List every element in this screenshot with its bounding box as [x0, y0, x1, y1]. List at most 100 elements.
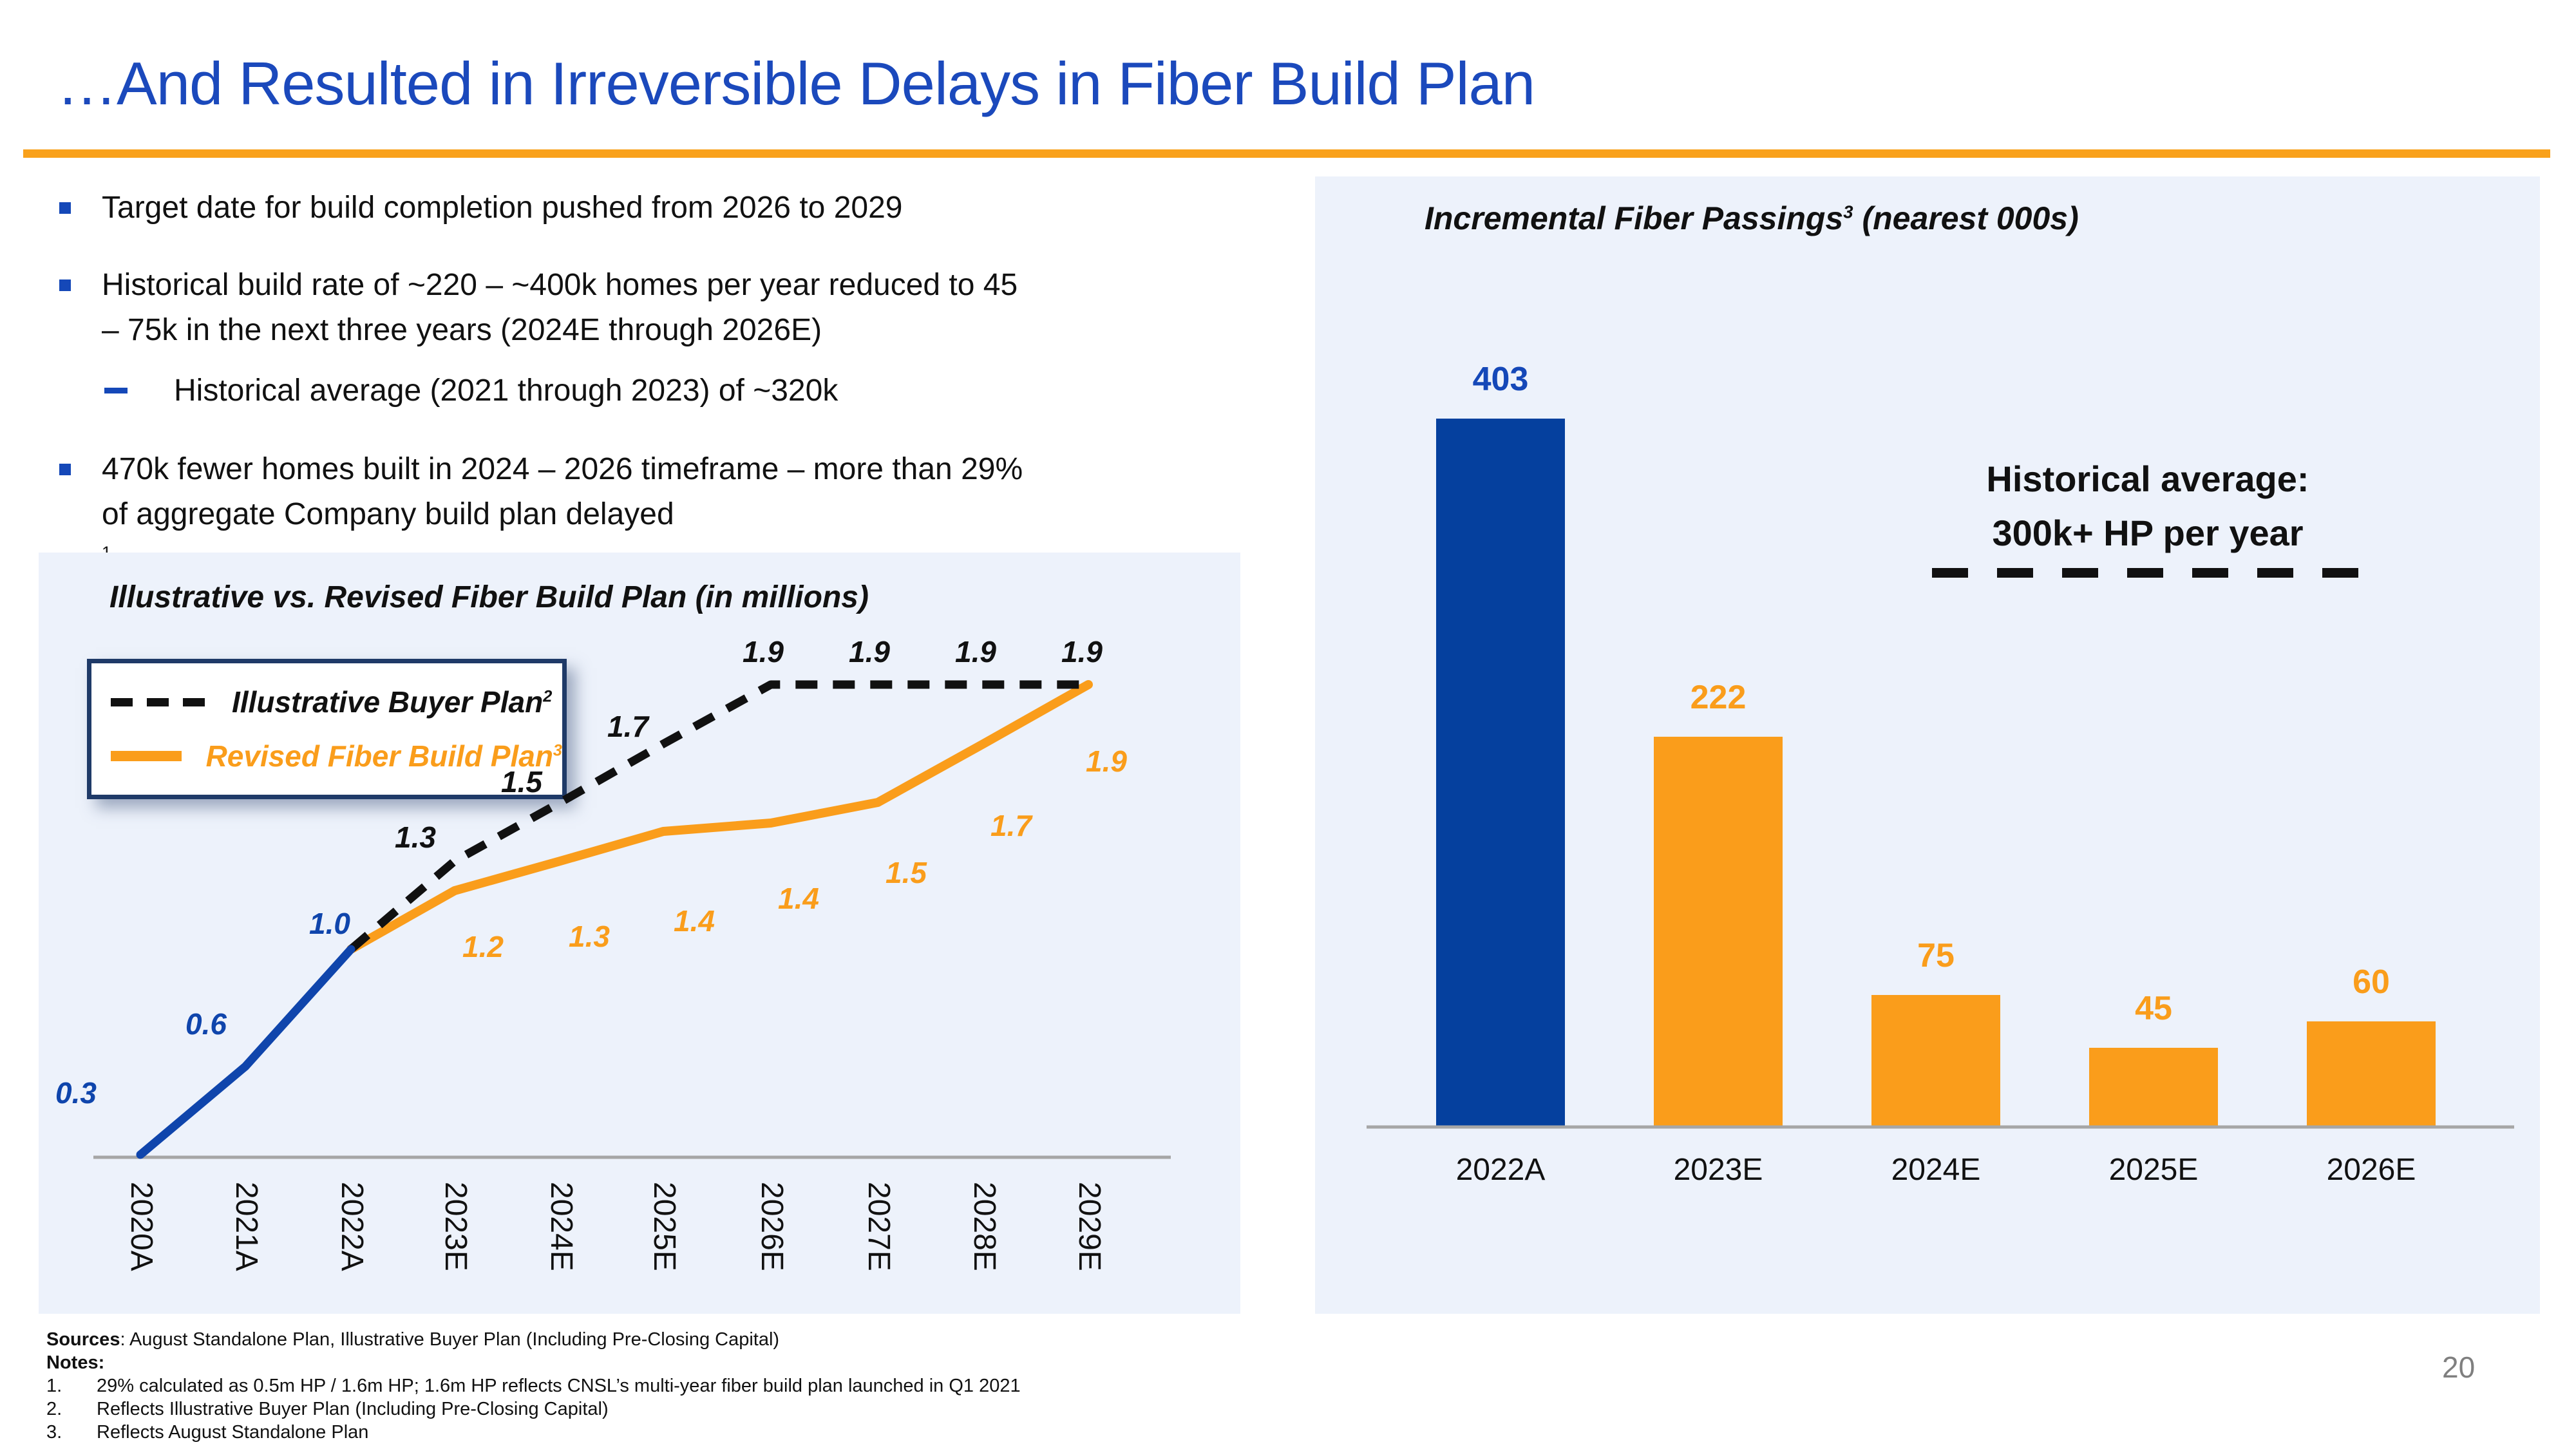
- bullet-line: of aggregate Company build plan delayed1: [102, 492, 1023, 582]
- x-tick-label: 2029E: [1072, 1182, 1106, 1271]
- x-tick-label: 2022A: [1456, 1153, 1546, 1187]
- dash-marker-icon: [104, 388, 128, 393]
- x-tick-label: 2025E: [2109, 1153, 2199, 1187]
- title-accent-rule: [23, 149, 2550, 158]
- bar-chart-panel: Incremental Fiber Passings3 (nearest 000…: [1315, 176, 2540, 1314]
- x-tick-label: 2024E: [544, 1182, 578, 1271]
- line-chart-title: Illustrative vs. Revised Fiber Build Pla…: [109, 580, 869, 614]
- x-tick-label: 2022A: [335, 1182, 369, 1271]
- bar-2022A: [1436, 419, 1565, 1127]
- sources-label: Sources: [46, 1329, 120, 1350]
- bar-2023E: [1654, 737, 1783, 1127]
- line-chart-panel: Illustrative vs. Revised Fiber Build Pla…: [39, 553, 1240, 1314]
- legend-label-text: Illustrative Buyer Plan: [232, 685, 544, 719]
- bullet-line: Target date for build completion pushed …: [102, 191, 903, 225]
- footnote-ref: 2: [543, 687, 553, 706]
- x-tick-label: 2023E: [439, 1182, 473, 1271]
- revised-plan-line: [346, 680, 1093, 954]
- value-label: 1.2: [462, 930, 504, 963]
- note-number: 1.: [46, 1376, 62, 1396]
- bullet-text: Target date for build completion pushed …: [102, 185, 902, 231]
- value-label: 1.5: [886, 856, 927, 889]
- dashed-line-swatch-icon: [111, 697, 207, 706]
- value-label: 1.9: [1061, 635, 1103, 668]
- bullet-text: Historical build rate of ~220 – ~400k ho…: [102, 263, 1018, 353]
- bar-2026E: [2307, 1021, 2436, 1127]
- value-label: 1.3: [395, 820, 436, 854]
- sub-bullet-item: Historical average (2021 through 2023) o…: [104, 368, 1270, 413]
- x-tick-label: 2027E: [862, 1182, 896, 1271]
- note-item: 2. Reflects Illustrative Buyer Plan (Inc…: [46, 1397, 1021, 1421]
- x-tick-label: 2024E: [1891, 1153, 1981, 1187]
- x-tick-label: 2028E: [967, 1182, 1001, 1271]
- bullet-text: 470k fewer homes built in 2024 – 2026 ti…: [102, 447, 1023, 582]
- value-label: 0.3: [55, 1076, 97, 1110]
- bullet-line: 470k fewer homes built in 2024 – 2026 ti…: [102, 452, 1023, 486]
- bullet-item: Historical build rate of ~220 – ~400k ho…: [59, 263, 1270, 353]
- x-tick-label: 2026E: [755, 1182, 789, 1271]
- x-tick-label: 2025E: [647, 1182, 681, 1271]
- legend-label-text: Revised Fiber Build Plan: [205, 739, 553, 773]
- note-item: 3. Reflects August Standalone Plan: [46, 1421, 1021, 1444]
- note-number: 3.: [46, 1422, 62, 1443]
- value-label: 1.9: [1086, 744, 1127, 778]
- bullet-line: Historical build rate of ~220 – ~400k ho…: [102, 268, 1018, 302]
- value-label: 1.4: [674, 904, 715, 938]
- bar-chart-title-text: Incremental Fiber Passings: [1425, 200, 1844, 236]
- note-text: 29% calculated as 0.5m HP / 1.6m HP; 1.6…: [97, 1376, 1021, 1396]
- footer-notes: Sources: August Standalone Plan, Illustr…: [46, 1328, 1021, 1444]
- bullet-line: Historical average (2021 through 2023) o…: [174, 374, 838, 408]
- value-label: 1.0: [309, 907, 350, 940]
- value-label: 1.4: [778, 882, 819, 915]
- historical-line: [136, 945, 355, 1159]
- footnote-ref: 3: [553, 741, 562, 760]
- buyer-plan-dashed-line: [348, 680, 1088, 952]
- legend-item-revised-plan: Revised Fiber Build Plan3: [111, 739, 562, 773]
- x-tick-label: 2021A: [229, 1182, 263, 1271]
- x-tick-label: 2026E: [2327, 1153, 2416, 1187]
- legend-item-buyer-plan: Illustrative Buyer Plan2: [111, 685, 562, 719]
- bar-chart-title-suffix: (nearest 000s): [1853, 200, 2079, 236]
- x-tick-label: 2023E: [1674, 1153, 1763, 1187]
- bullet-square-icon: [59, 202, 71, 214]
- line-chart: 0.3 0.6 1.0 1.3 1.5 1.7 1.9 1.9 1.9 1.9 …: [55, 635, 1171, 1271]
- note-number: 2.: [46, 1399, 62, 1419]
- legend-label: Revised Fiber Build Plan3: [206, 739, 562, 773]
- historical-average-annotation: Historical average: 300k+ HP per year: [1922, 452, 2373, 560]
- line-chart-legend: Illustrative Buyer Plan2 Revised Fiber B…: [87, 659, 567, 799]
- x-tick-label: 2020A: [124, 1182, 158, 1271]
- sources-line: Sources: August Standalone Plan, Illustr…: [46, 1328, 1021, 1351]
- bar-value-label: 222: [1690, 679, 1747, 716]
- page-number: 20: [2442, 1350, 2476, 1384]
- bar-2025E: [2089, 1048, 2218, 1127]
- value-label: 1.9: [849, 635, 890, 668]
- bar-value-label: 45: [2135, 990, 2172, 1027]
- note-item: 1. 29% calculated as 0.5m HP / 1.6m HP; …: [46, 1374, 1021, 1397]
- note-text: Reflects August Standalone Plan: [97, 1422, 369, 1443]
- sub-bullet-text: Historical average (2021 through 2023) o…: [174, 368, 838, 413]
- sources-text: : August Standalone Plan, Illustrative B…: [120, 1329, 780, 1350]
- solid-line-swatch-icon: [111, 751, 182, 761]
- bar-value-label: 60: [2353, 963, 2390, 1001]
- bullet-item: 470k fewer homes built in 2024 – 2026 ti…: [59, 447, 1270, 582]
- value-label: 1.7: [990, 809, 1033, 842]
- notes-label: Notes:: [46, 1352, 105, 1373]
- bullet-line: – 75k in the next three years (2024E thr…: [102, 313, 822, 347]
- value-label: 1.9: [743, 635, 784, 668]
- footnote-ref: 3: [1843, 202, 1853, 222]
- annotation-line: Historical average:: [1986, 459, 2309, 499]
- annotation-line: 300k+ HP per year: [1992, 513, 2304, 553]
- bullet-list: Target date for build completion pushed …: [59, 185, 1270, 582]
- bar-value-label: 75: [1917, 937, 1955, 974]
- bullet-line-text: of aggregate Company build plan delayed: [102, 497, 674, 531]
- page-title: …And Resulted in Irreversible Delays in …: [57, 50, 1535, 117]
- value-label: 1.7: [607, 710, 650, 743]
- bullet-square-icon: [59, 464, 71, 475]
- bullet-square-icon: [59, 279, 71, 291]
- bar-chart: 403 222 75 45 60 2022A 2023E 2024E 2025E…: [1367, 361, 2514, 1187]
- note-text: Reflects Illustrative Buyer Plan (Includ…: [97, 1399, 609, 1419]
- historical-average-dashed-line: [1932, 568, 2369, 578]
- value-label: 1.3: [569, 920, 610, 953]
- bar-2024E: [1871, 995, 2000, 1127]
